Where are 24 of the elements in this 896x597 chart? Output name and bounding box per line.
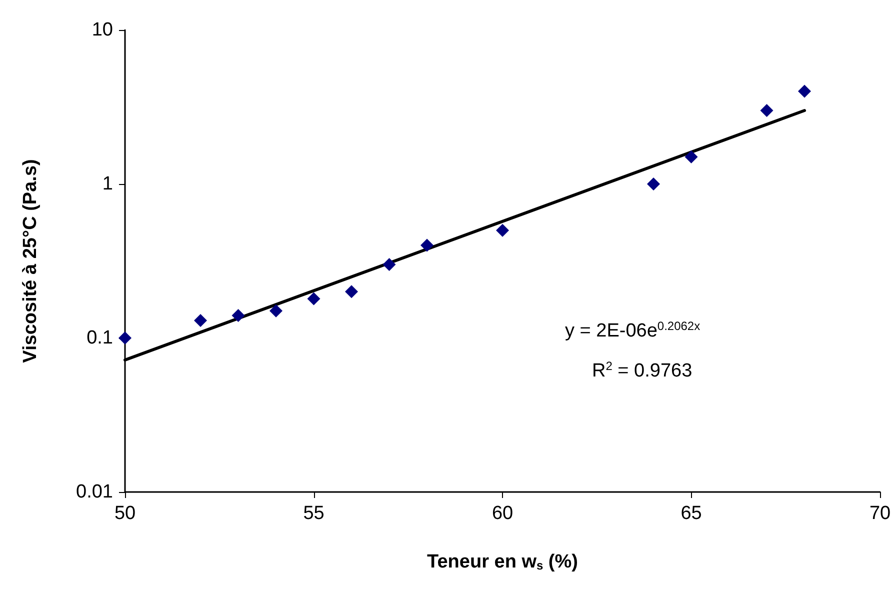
point [307, 292, 320, 306]
x-tick-label: 70 [869, 503, 891, 524]
x-tick-label: 55 [303, 503, 324, 524]
point [382, 258, 396, 272]
x-tick-label: 65 [680, 503, 702, 524]
point [798, 84, 811, 98]
point [760, 104, 774, 118]
point [684, 150, 698, 164]
point [232, 308, 245, 322]
point [345, 285, 358, 298]
y-tick-label: 1 [102, 174, 113, 194]
point [118, 332, 132, 344]
x-axis-title: Teneur en ws (%) [427, 551, 578, 573]
point [647, 178, 660, 190]
point [496, 224, 509, 237]
x-tick-label: 60 [492, 503, 514, 524]
point [194, 314, 207, 327]
y-tick-label: 0.01 [76, 482, 113, 502]
y-tick-label: 10 [92, 20, 113, 40]
point [270, 304, 282, 318]
x-tick-label: 50 [114, 503, 136, 524]
y-axis-title: Viscosité à 25°C (Pa.s) [20, 159, 41, 363]
point [420, 238, 434, 252]
y-tick-label: 0.1 [86, 328, 113, 348]
